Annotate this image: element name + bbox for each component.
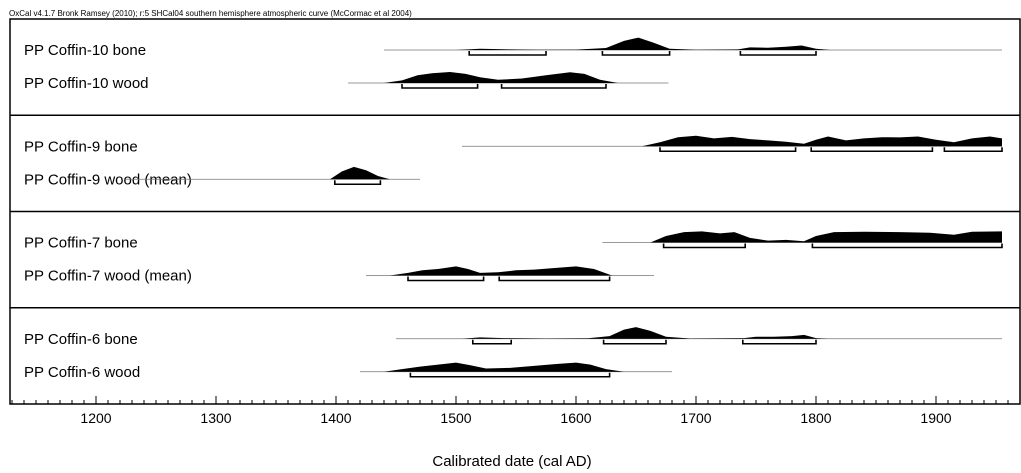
tick-label: 1500 xyxy=(440,410,471,426)
chart-header: OxCal v4.1.7 Bronk Ramsey (2010); r:5 SH… xyxy=(9,9,412,18)
probability-distribution xyxy=(384,72,618,83)
x-axis-title: Calibrated date (cal AD) xyxy=(432,453,591,470)
range-bracket xyxy=(498,276,611,282)
sample-label: PP Coffin-6 bone xyxy=(24,331,138,348)
sample-groups: PP Coffin-10 bone PP Coffin-10 wood PP Cof… xyxy=(10,37,1020,381)
tick-label: 1800 xyxy=(800,410,831,426)
probability-distribution xyxy=(456,37,831,50)
range-bracket xyxy=(334,180,382,186)
range-bracket xyxy=(601,51,671,56)
range-bracket xyxy=(468,51,547,56)
sample-label: PP Coffin-6 wood xyxy=(24,364,140,381)
range-bracket xyxy=(401,84,479,89)
range-bracket xyxy=(811,243,1003,249)
range-bracket xyxy=(742,339,817,345)
range-bracket xyxy=(407,276,485,282)
probability-distribution xyxy=(642,135,1002,147)
range-bracket xyxy=(409,372,611,378)
tick-label: 1200 xyxy=(80,410,111,426)
tick-label: 1400 xyxy=(320,410,351,426)
tick-label: 1900 xyxy=(920,410,951,426)
probability-distribution xyxy=(462,327,828,339)
tick-label: 1600 xyxy=(560,410,591,426)
probability-distribution xyxy=(330,166,390,180)
tick-label: 1700 xyxy=(680,410,711,426)
range-bracket xyxy=(662,243,746,249)
sample-label: PP Coffin-7 bone xyxy=(24,235,138,252)
range-bracket xyxy=(810,147,934,153)
sample-label: PP Coffin-10 wood xyxy=(24,75,149,92)
range-bracket xyxy=(739,51,817,56)
range-bracket xyxy=(500,84,607,89)
probability-distribution xyxy=(384,362,624,372)
range-bracket xyxy=(602,339,667,345)
x-axis: 1200 1300 1400 1500 1600 1700 1800 1900 xyxy=(11,396,1009,426)
range-bracket xyxy=(472,339,512,345)
probability-distribution xyxy=(390,266,612,276)
range-bracket xyxy=(659,147,797,153)
sample-label: PP Coffin-9 bone xyxy=(24,138,138,155)
probability-distribution xyxy=(650,231,1002,243)
sample-label: PP Coffin-10 bone xyxy=(24,42,146,59)
sample-label: PP Coffin-9 wood (mean) xyxy=(24,171,192,188)
tick-label: 1300 xyxy=(200,410,231,426)
range-bracket xyxy=(943,147,1003,153)
sample-label: PP Coffin-7 wood (mean) xyxy=(24,268,192,285)
